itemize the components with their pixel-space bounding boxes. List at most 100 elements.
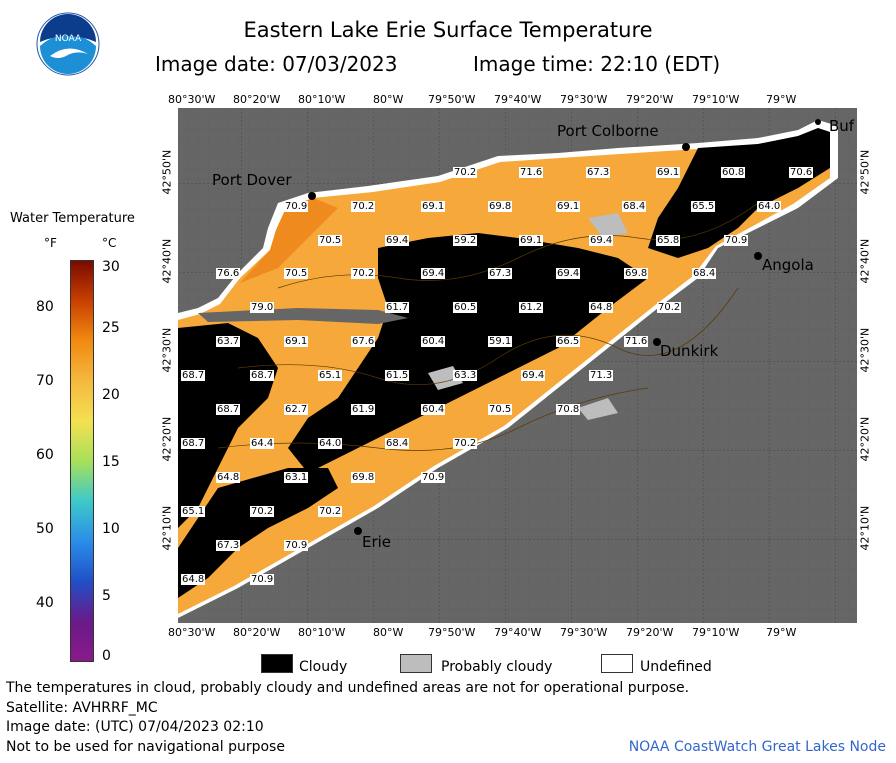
temp-label: 68.4 bbox=[385, 438, 410, 449]
temp-label: 70.6 bbox=[789, 167, 814, 178]
temp-label: 59.1 bbox=[488, 336, 513, 347]
svg-text:NOAA: NOAA bbox=[55, 34, 82, 44]
c-scale-label: 15 bbox=[102, 454, 120, 470]
cloud-mass-east bbox=[648, 128, 830, 258]
temp-label: 70.8 bbox=[556, 404, 581, 415]
temp-label: 64.8 bbox=[181, 574, 206, 585]
lon-tick-top: 80°20'W bbox=[233, 93, 281, 106]
legend-unit-c: °C bbox=[102, 236, 117, 250]
warm-water-zone bbox=[240, 198, 338, 283]
temp-label: 69.4 bbox=[421, 268, 446, 279]
map-title: Eastern Lake Erie Surface Temperature bbox=[243, 18, 653, 42]
probably-cloudy-area bbox=[578, 398, 618, 420]
temp-label: 70.9 bbox=[250, 574, 275, 585]
temp-label: 60.4 bbox=[421, 336, 446, 347]
temp-label: 69.4 bbox=[556, 268, 581, 279]
f-scale-label: 50 bbox=[36, 521, 54, 537]
probably-cloudy-swatch bbox=[400, 654, 432, 673]
lon-tick-bottom: 79°50'W bbox=[428, 626, 476, 639]
lon-tick-bottom: 80°30'W bbox=[168, 626, 216, 639]
legend-title: Water Temperature bbox=[10, 211, 135, 226]
temp-label: 60.5 bbox=[453, 302, 478, 313]
lon-tick-top: 79°40'W bbox=[494, 93, 542, 106]
lon-tick-bottom: 79°30'W bbox=[560, 626, 608, 639]
lat-tick-left: 42°20'N bbox=[160, 416, 174, 462]
temp-label: 61.5 bbox=[385, 370, 410, 381]
erie-marker bbox=[354, 527, 362, 535]
utc-date-text: Image date: (UTC) 07/04/2023 02:10 bbox=[6, 719, 264, 735]
image-time: Image time: 22:10 (EDT) bbox=[473, 52, 721, 76]
city-erie: Erie bbox=[362, 533, 392, 551]
lat-tick-left: 42°10'N bbox=[160, 505, 174, 551]
temp-label: 69.1 bbox=[556, 201, 581, 212]
temp-label: 70.9 bbox=[284, 201, 309, 212]
temp-label: 70.2 bbox=[453, 167, 478, 178]
lon-tick-bottom: 80°W bbox=[373, 626, 404, 639]
lon-tick-bottom: 79°W bbox=[766, 626, 797, 639]
temp-label: 61.2 bbox=[519, 302, 544, 313]
lon-tick-top: 79°10'W bbox=[692, 93, 740, 106]
disclaimer-text: The temperatures in cloud, probably clou… bbox=[6, 680, 690, 696]
temp-label: 71.6 bbox=[624, 336, 649, 347]
temp-label: 69.4 bbox=[385, 235, 410, 246]
lon-tick-top: 80°30'W bbox=[168, 93, 216, 106]
temp-label: 62.7 bbox=[284, 404, 309, 415]
color-scale-bar bbox=[70, 260, 94, 662]
temp-label: 70.2 bbox=[351, 268, 376, 279]
navigation-warning: Not to be used for navigational purpose bbox=[6, 739, 285, 755]
temp-label: 67.3 bbox=[216, 540, 241, 551]
lat-tick-left: 42°50'N bbox=[160, 149, 174, 195]
temp-label: 63.7 bbox=[216, 336, 241, 347]
temp-label: 61.7 bbox=[385, 302, 410, 313]
probably-cloudy-area bbox=[588, 213, 628, 238]
lon-tick-top: 80°W bbox=[373, 93, 404, 106]
temp-label: 70.9 bbox=[284, 540, 309, 551]
temp-label: 79.0 bbox=[250, 302, 275, 313]
lat-tick-right: 42°10'N bbox=[858, 505, 872, 551]
lon-tick-bottom: 79°40'W bbox=[494, 626, 542, 639]
temp-label: 69.8 bbox=[624, 268, 649, 279]
temp-label: 64.0 bbox=[757, 201, 782, 212]
temp-label: 64.0 bbox=[318, 438, 343, 449]
cloudy-label: Cloudy bbox=[299, 659, 348, 675]
noaa-logo: NOAA bbox=[36, 12, 100, 76]
temp-label: 76.6 bbox=[216, 268, 241, 279]
f-scale-label: 70 bbox=[36, 373, 54, 389]
temp-label: 64.4 bbox=[250, 438, 275, 449]
temp-label: 70.2 bbox=[250, 506, 275, 517]
satellite-text: Satellite: AVHRRF_MC bbox=[6, 700, 158, 716]
temp-label: 67.6 bbox=[351, 336, 376, 347]
lat-tick-left: 42°40'N bbox=[160, 238, 174, 284]
temp-label: 69.8 bbox=[351, 472, 376, 483]
buffalo-marker bbox=[815, 119, 821, 125]
temp-label: 70.5 bbox=[284, 268, 309, 279]
contour-line bbox=[237, 287, 739, 386]
temp-label: 68.7 bbox=[181, 370, 206, 381]
temp-label: 68.7 bbox=[181, 438, 206, 449]
undefined-label: Undefined bbox=[640, 659, 712, 675]
port-colborne-marker bbox=[682, 143, 690, 151]
lon-tick-top: 79°30'W bbox=[560, 93, 608, 106]
temp-label: 70.5 bbox=[488, 404, 513, 415]
temp-label: 71.3 bbox=[589, 370, 614, 381]
cloud-mass-central bbox=[288, 233, 648, 473]
temp-label: 69.4 bbox=[589, 235, 614, 246]
lon-tick-top: 80°10'W bbox=[298, 93, 346, 106]
temp-label: 68.4 bbox=[692, 268, 717, 279]
temp-label: 65.5 bbox=[691, 201, 716, 212]
c-scale-label: 25 bbox=[102, 320, 120, 336]
f-scale-label: 40 bbox=[36, 595, 54, 611]
temp-label: 69.1 bbox=[421, 201, 446, 212]
city-buffalo: Buf bbox=[829, 117, 855, 135]
temp-label: 69.8 bbox=[488, 201, 513, 212]
lat-tick-right: 42°30'N bbox=[858, 327, 872, 373]
cloudy-swatch bbox=[261, 654, 293, 673]
temp-label: 69.1 bbox=[284, 336, 309, 347]
image-date: Image date: 07/03/2023 bbox=[155, 52, 398, 76]
temp-label: 59.2 bbox=[453, 235, 478, 246]
probably-cloudy-label: Probably cloudy bbox=[441, 659, 553, 675]
lon-tick-bottom: 80°20'W bbox=[233, 626, 281, 639]
city-angola: Angola bbox=[762, 256, 814, 274]
temp-label: 71.6 bbox=[519, 167, 544, 178]
f-scale-label: 60 bbox=[36, 447, 54, 463]
